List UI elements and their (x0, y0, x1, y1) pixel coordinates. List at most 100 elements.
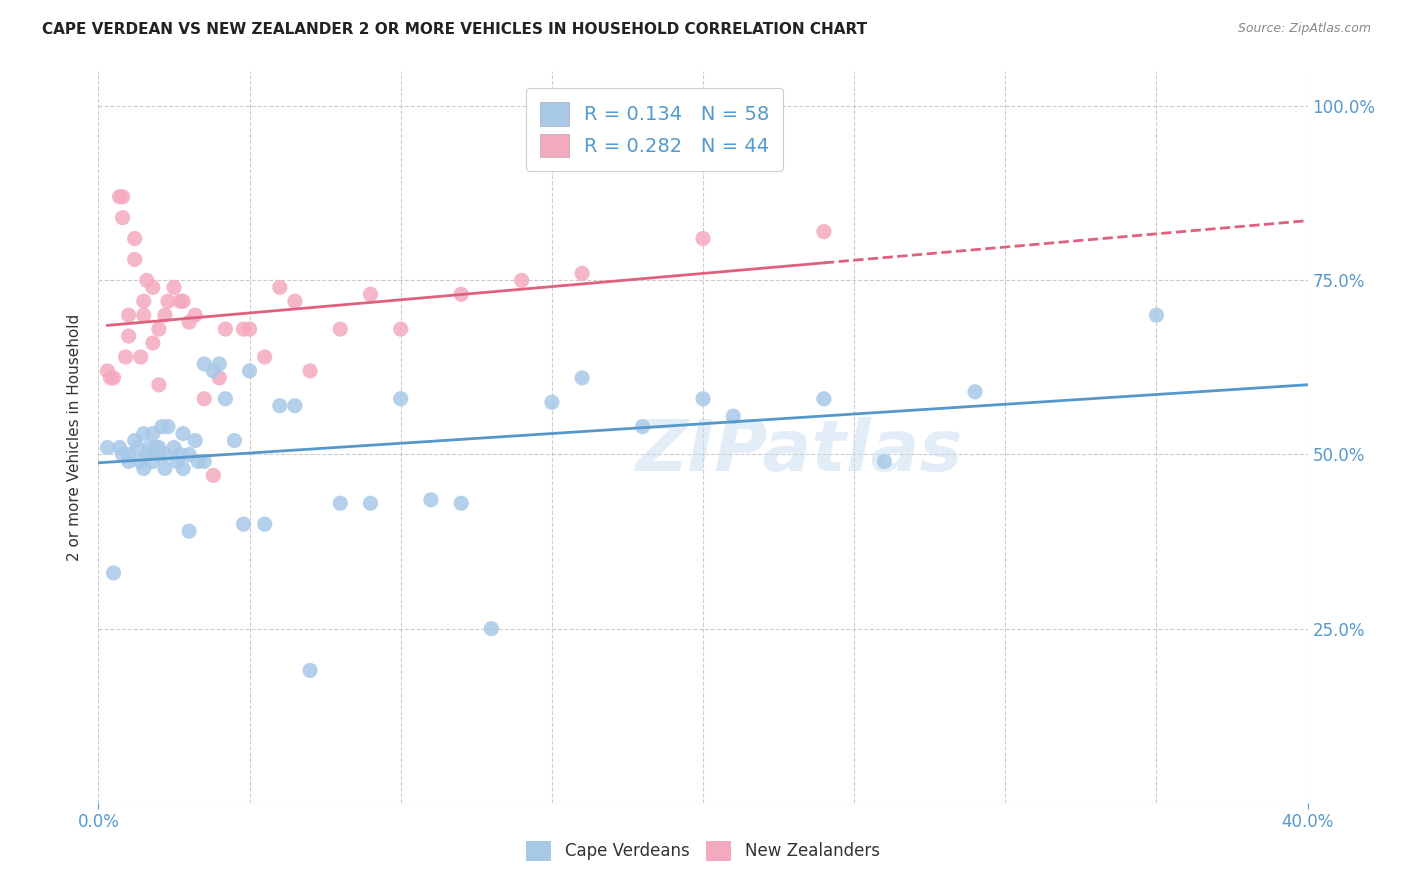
Point (142, 280, 165, 294)
Point (169, 448, 191, 462)
Point (360, 287, 382, 301)
Point (299, 364, 322, 378)
Point (129, 454, 152, 468)
Point (142, 454, 165, 468)
Point (965, 384, 987, 399)
Point (179, 315, 201, 329)
Text: ZIPatlas: ZIPatlas (636, 417, 963, 486)
Point (481, 622, 503, 636)
Point (510, 273, 533, 287)
Point (253, 517, 276, 532)
Point (540, 395, 562, 409)
Point (1144, 308, 1167, 322)
Point (142, 426, 165, 441)
Point (111, 211, 134, 225)
Point (166, 454, 188, 468)
Point (132, 426, 155, 441)
Text: Source: ZipAtlas.com: Source: ZipAtlas.com (1237, 22, 1371, 36)
Point (153, 461, 176, 475)
Point (723, 409, 745, 424)
Point (153, 308, 176, 322)
Point (631, 419, 654, 434)
Point (873, 454, 896, 468)
Point (420, 492, 443, 507)
Point (232, 517, 254, 532)
Point (163, 280, 186, 294)
Point (202, 468, 225, 483)
Point (214, 392, 236, 406)
Point (135, 273, 157, 287)
Point (179, 448, 201, 462)
Point (813, 392, 835, 406)
Point (239, 322, 262, 336)
Point (111, 190, 134, 204)
Point (118, 454, 141, 468)
Point (193, 357, 215, 371)
Point (239, 364, 262, 378)
Point (172, 294, 194, 309)
Point (139, 441, 162, 455)
Point (132, 461, 155, 475)
Point (232, 322, 254, 336)
Legend: Cape Verdeans, New Zealanders: Cape Verdeans, New Zealanders (520, 834, 886, 868)
Point (156, 419, 179, 434)
Point (172, 461, 194, 475)
Point (96, 441, 118, 455)
Y-axis label: 2 or more Vehicles in Household: 2 or more Vehicles in Household (67, 313, 83, 561)
Point (148, 377, 170, 392)
Point (813, 225, 835, 239)
Point (193, 392, 215, 406)
Point (329, 496, 352, 510)
Point (127, 441, 149, 455)
Point (96, 364, 118, 378)
Point (571, 371, 593, 385)
Point (193, 454, 215, 468)
Point (450, 496, 472, 510)
Point (103, 566, 125, 580)
Point (142, 336, 165, 351)
Point (269, 399, 291, 413)
Point (148, 448, 170, 462)
Text: CAPE VERDEAN VS NEW ZEALANDER 2 OR MORE VEHICLES IN HOUSEHOLD CORRELATION CHART: CAPE VERDEAN VS NEW ZEALANDER 2 OR MORE … (42, 22, 868, 37)
Point (269, 280, 291, 294)
Point (284, 294, 307, 309)
Point (132, 294, 155, 309)
Point (129, 350, 152, 364)
Point (389, 322, 412, 336)
Point (156, 294, 179, 309)
Point (135, 448, 157, 462)
Point (163, 441, 186, 455)
Point (118, 448, 141, 462)
Point (184, 434, 207, 448)
Point (145, 441, 167, 455)
Point (150, 419, 173, 434)
Point (114, 350, 136, 364)
Point (187, 454, 209, 468)
Point (179, 524, 201, 538)
Point (214, 322, 236, 336)
Point (208, 371, 231, 385)
Point (111, 448, 134, 462)
Point (329, 322, 352, 336)
Point (389, 392, 412, 406)
Point (208, 357, 231, 371)
Point (571, 266, 593, 280)
Point (124, 434, 146, 448)
Point (148, 322, 170, 336)
Point (132, 308, 155, 322)
Point (360, 496, 382, 510)
Point (153, 448, 176, 462)
Point (100, 371, 122, 385)
Point (172, 426, 194, 441)
Point (118, 329, 141, 343)
Point (299, 664, 322, 678)
Point (169, 294, 191, 309)
Point (148, 441, 170, 455)
Point (184, 308, 207, 322)
Point (202, 364, 225, 378)
Point (450, 287, 472, 301)
Point (124, 252, 146, 267)
Point (284, 399, 307, 413)
Point (108, 190, 131, 204)
Point (108, 441, 131, 455)
